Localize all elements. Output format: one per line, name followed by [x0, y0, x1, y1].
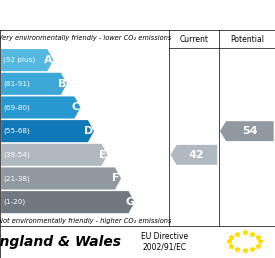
Polygon shape — [1, 96, 81, 118]
Text: Environmental Impact (CO₂) Rating: Environmental Impact (CO₂) Rating — [6, 8, 269, 21]
Text: E: E — [99, 150, 106, 160]
Text: Very environmentally friendly - lower CO₂ emissions: Very environmentally friendly - lower CO… — [0, 35, 171, 41]
Text: (81-91): (81-91) — [3, 80, 30, 87]
Polygon shape — [1, 191, 134, 213]
Text: B: B — [58, 79, 66, 89]
Text: 42: 42 — [189, 150, 204, 160]
Text: F: F — [112, 173, 120, 183]
Text: A: A — [44, 55, 53, 65]
Text: EU Directive
2002/91/EC: EU Directive 2002/91/EC — [141, 232, 189, 252]
Text: (55-68): (55-68) — [3, 128, 30, 134]
Text: (69-80): (69-80) — [3, 104, 30, 111]
Polygon shape — [1, 73, 67, 95]
Text: (1-20): (1-20) — [3, 199, 25, 205]
Polygon shape — [1, 49, 53, 71]
Polygon shape — [170, 145, 217, 165]
Text: Not environmentally friendly - higher CO₂ emissions: Not environmentally friendly - higher CO… — [0, 218, 171, 224]
Text: (21-38): (21-38) — [3, 175, 30, 182]
Text: England & Wales: England & Wales — [0, 235, 120, 249]
Polygon shape — [1, 167, 121, 190]
Polygon shape — [1, 120, 94, 142]
Text: D: D — [84, 126, 94, 136]
Polygon shape — [220, 121, 274, 141]
Text: (39-54): (39-54) — [3, 151, 30, 158]
Text: C: C — [72, 102, 79, 112]
Text: Potential: Potential — [230, 35, 264, 44]
Text: (92 plus): (92 plus) — [3, 57, 35, 63]
Text: G: G — [125, 197, 134, 207]
Text: Current: Current — [179, 35, 208, 44]
Text: 54: 54 — [242, 126, 257, 136]
Polygon shape — [1, 144, 108, 166]
